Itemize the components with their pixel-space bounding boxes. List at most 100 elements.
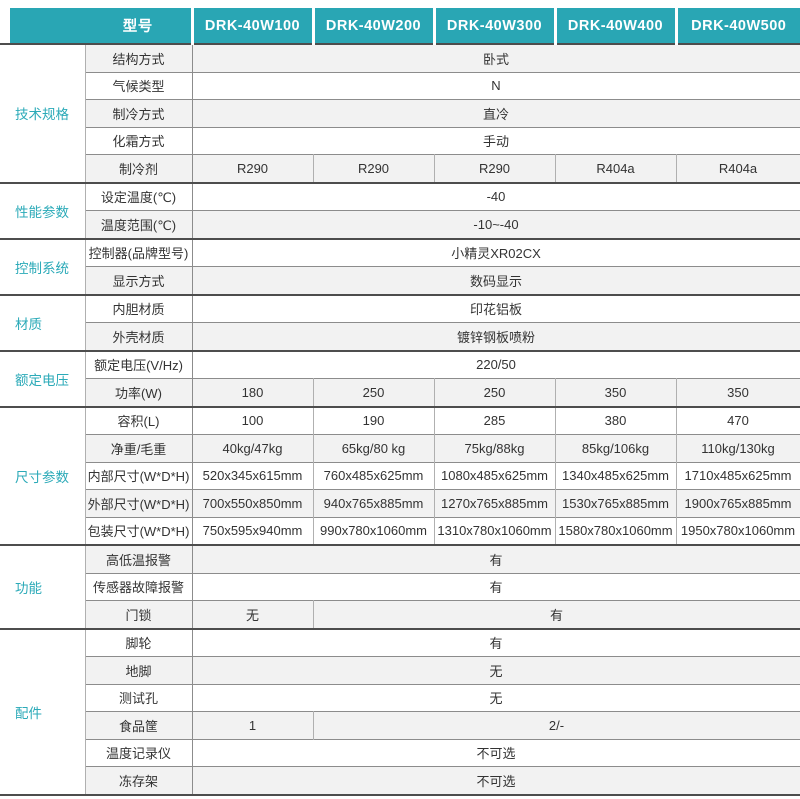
value-cell: 700x550x850mm bbox=[191, 489, 314, 517]
value-cell: 无 bbox=[191, 683, 800, 712]
attribute-label: 设定温度(℃) bbox=[85, 181, 193, 211]
model-column-header-1: DRK-40W100 bbox=[190, 8, 313, 44]
attribute-label: 功率(W) bbox=[85, 378, 193, 407]
attribute-label: 化霜方式 bbox=[85, 126, 193, 155]
table-row: 包装尺寸(W*D*H) 750x595x940mm 990x780x1060mm 13… bbox=[0, 516, 800, 545]
attribute-label: 食品筐 bbox=[85, 711, 193, 739]
value-cell: 380 bbox=[554, 405, 677, 435]
table-row: 地脚无 bbox=[0, 656, 800, 684]
value-cell: 85kg/106kg bbox=[554, 434, 677, 462]
attribute-label: 结构方式 bbox=[85, 43, 193, 72]
attribute-label: 控制器(品牌型号) bbox=[85, 237, 193, 267]
attribute-label: 高低温报警 bbox=[85, 544, 193, 573]
category-cell-1: 性能参数 bbox=[0, 181, 86, 239]
table-row: 温度范围(℃) -10~-40 bbox=[0, 210, 800, 239]
table-row: 配件 脚轮有 bbox=[0, 627, 800, 795]
table-row: 外部尺寸(W*D*H) 700x550x850mm 940x765x885mm 127… bbox=[0, 489, 800, 517]
value-cell: -10~-40 bbox=[191, 210, 800, 239]
model-column-header-5: DRK-40W500 bbox=[674, 8, 800, 44]
table-row: 食品筐 1 2/- bbox=[0, 711, 800, 739]
value-cell: R290 bbox=[191, 154, 314, 183]
model-column-header-3: DRK-40W300 bbox=[432, 8, 555, 44]
value-cell: 1900x765x885mm bbox=[675, 489, 800, 517]
category-cell-3: 材质 bbox=[0, 293, 86, 351]
value-cell: 285 bbox=[433, 405, 556, 435]
value-cell: 镀锌钢板喷粉 bbox=[191, 322, 800, 351]
table-row: 化霜方式 手动 bbox=[0, 126, 800, 155]
value-cell: N bbox=[191, 71, 800, 100]
value-cell: 手动 bbox=[191, 126, 800, 155]
table-row: 净重/毛重 40kg/47kg 65kg/80 kg 75kg/88kg 85kg/10… bbox=[0, 434, 800, 462]
value-cell: R404a bbox=[554, 154, 677, 183]
value-cell: 1270x765x885mm bbox=[433, 489, 556, 517]
attribute-label: 冻存架 bbox=[85, 766, 193, 795]
value-cell: 100 bbox=[191, 405, 314, 435]
value-cell: 不可选 bbox=[191, 766, 800, 795]
table-row: 尺寸参数 容积(L) 100 190 285 380 470 bbox=[0, 405, 800, 545]
attribute-label: 外部尺寸(W*D*H) bbox=[85, 489, 193, 517]
value-cell: 220/50 bbox=[191, 349, 800, 379]
attribute-label: 地脚 bbox=[85, 656, 193, 684]
table-row: 性能参数 设定温度(℃) -40 bbox=[0, 181, 800, 239]
value-cell: R290 bbox=[312, 154, 435, 183]
table-row: 材质 内胆材质 印花铝板 bbox=[0, 293, 800, 351]
value-cell: 有 bbox=[191, 627, 800, 657]
value-cell: 1 bbox=[191, 711, 314, 739]
value-cell: 990x780x1060mm bbox=[312, 516, 435, 545]
table-row: 功能 高低温报警有 bbox=[0, 544, 800, 629]
value-cell: 1080x485x625mm bbox=[433, 461, 556, 490]
header-row: 型号 DRK-40W100 DRK-40W200 DRK-40W300 DRK-… bbox=[0, 8, 800, 44]
value-cell: 小精灵XR02CX bbox=[191, 237, 800, 267]
table-row: 功率(W) 180 250 250 350 350 bbox=[0, 378, 800, 407]
value-cell: 不可选 bbox=[191, 738, 800, 767]
value-cell: R404a bbox=[675, 154, 800, 183]
value-cell: 有 bbox=[312, 600, 800, 629]
value-cell: -40 bbox=[191, 181, 800, 211]
value-cell: R290 bbox=[433, 154, 556, 183]
attribute-label: 内部尺寸(W*D*H) bbox=[85, 461, 193, 490]
attribute-label: 容积(L) bbox=[85, 405, 193, 435]
value-cell: 1710x485x625mm bbox=[675, 461, 800, 490]
value-cell: 无 bbox=[191, 600, 314, 629]
value-cell: 1530x765x885mm bbox=[554, 489, 677, 517]
table-row: 外壳材质 镀锌钢板喷粉 bbox=[0, 322, 800, 351]
attribute-label: 气候类型 bbox=[85, 71, 193, 100]
category-cell-7: 配件 bbox=[0, 627, 86, 795]
value-cell: 直冷 bbox=[191, 99, 800, 127]
category-cell-6: 功能 bbox=[0, 544, 86, 629]
attribute-label: 内胆材质 bbox=[85, 293, 193, 323]
table-row: 额定电压 额定电压(V/Hz) 220/50 bbox=[0, 349, 800, 407]
value-cell: 190 bbox=[312, 405, 435, 435]
value-cell: 1340x485x625mm bbox=[554, 461, 677, 490]
header-corner bbox=[0, 8, 85, 44]
value-cell: 180 bbox=[191, 378, 314, 407]
value-cell: 760x485x625mm bbox=[312, 461, 435, 490]
value-cell: 940x765x885mm bbox=[312, 489, 435, 517]
value-cell: 无 bbox=[191, 656, 800, 684]
value-cell: 1580x780x1060mm bbox=[554, 516, 677, 545]
attribute-label: 制冷方式 bbox=[85, 99, 193, 127]
attribute-label: 传感器故障报警 bbox=[85, 572, 193, 601]
spec-table: 型号 DRK-40W100 DRK-40W200 DRK-40W300 DRK-… bbox=[0, 8, 800, 796]
value-cell: 有 bbox=[191, 544, 800, 573]
table-row: 制冷方式 直冷 bbox=[0, 99, 800, 127]
value-cell: 印花铝板 bbox=[191, 293, 800, 323]
category-cell-0: 技术规格 bbox=[0, 43, 86, 183]
attribute-label: 温度记录仪 bbox=[85, 738, 193, 767]
attribute-label: 脚轮 bbox=[85, 627, 193, 657]
value-cell: 2/- bbox=[312, 711, 800, 739]
table-row: 内部尺寸(W*D*H) 520x345x615mm 760x485x625mm 108… bbox=[0, 461, 800, 490]
attribute-label: 门锁 bbox=[85, 600, 193, 629]
model-column-header-2: DRK-40W200 bbox=[311, 8, 434, 44]
value-cell: 卧式 bbox=[191, 43, 800, 72]
value-cell: 350 bbox=[675, 378, 800, 407]
value-cell: 1950x780x1060mm bbox=[675, 516, 800, 545]
value-cell: 数码显示 bbox=[191, 266, 800, 295]
spec-table-body: 技术规格 结构方式 卧式 气候类型 N 制冷方式 直冷 化霜方式 手动 制冷剂 R290 R290 R2… bbox=[0, 43, 800, 795]
value-cell: 350 bbox=[554, 378, 677, 407]
table-row: 制冷剂 R290 R290 R290 R404a R404a bbox=[0, 154, 800, 183]
table-row: 传感器故障报警有 bbox=[0, 572, 800, 601]
table-row: 控制系统 控制器(品牌型号) 小精灵XR02CX bbox=[0, 237, 800, 295]
model-label-header: 型号 bbox=[85, 8, 192, 44]
table-row: 门锁无有 bbox=[0, 600, 800, 629]
